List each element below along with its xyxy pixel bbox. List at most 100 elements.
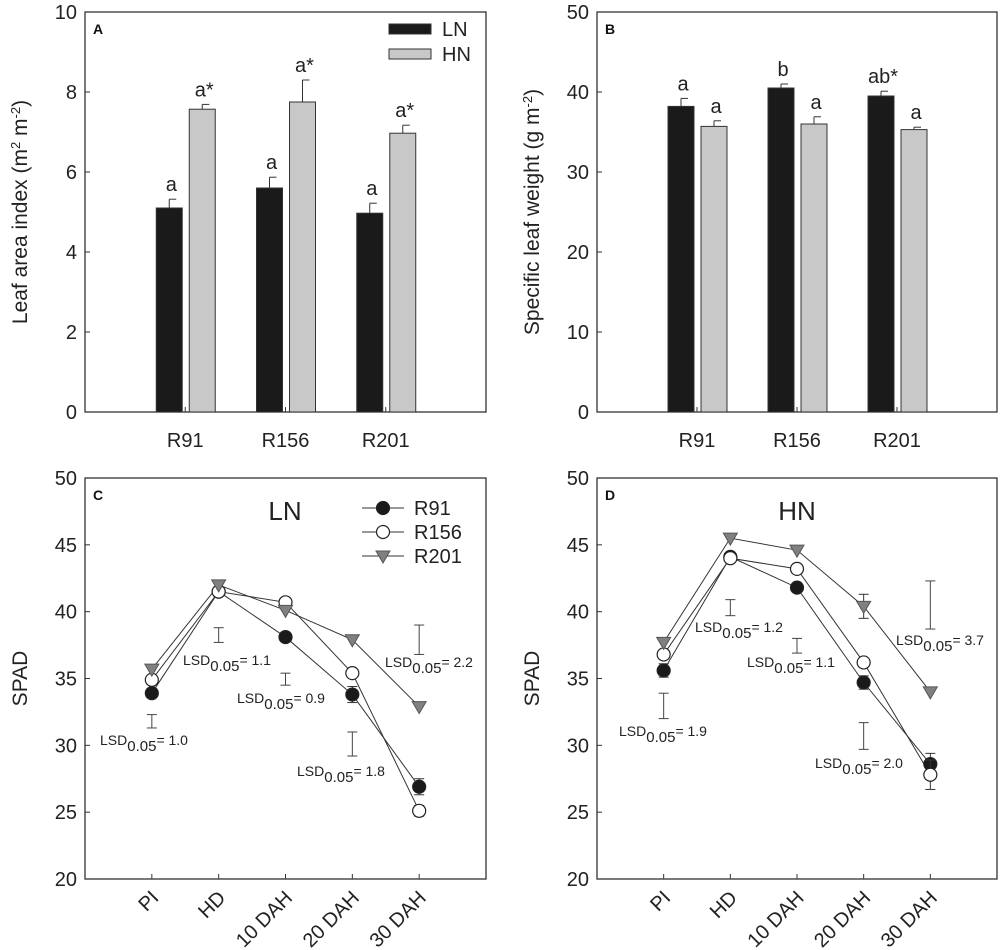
y-tick-label: 8 xyxy=(66,82,77,104)
plot-frame xyxy=(596,11,998,413)
y-tick-label: 30 xyxy=(55,735,77,757)
lsd-prefix: LSD xyxy=(619,723,646,739)
y-tick-label: 30 xyxy=(567,735,589,757)
legend-swatch-HN xyxy=(388,48,432,60)
data-point-R91 xyxy=(144,686,159,701)
lsd-label: LSD0.05= 1.2 xyxy=(695,619,783,642)
x-tick-label: 10 DAH xyxy=(743,887,808,950)
bar-LN-R156 xyxy=(256,187,283,413)
y-axis-title-superscript: -2 xyxy=(8,107,23,119)
lsd-label: LSD0.05= 2.2 xyxy=(385,654,473,677)
lsd-value: = 0.9 xyxy=(293,690,325,706)
significance-letter: a xyxy=(710,96,722,118)
y-tick-label: 30 xyxy=(567,162,589,184)
plot-frame xyxy=(596,477,998,880)
significance-letter: a xyxy=(266,152,278,174)
significance-letter: a xyxy=(910,102,922,124)
legend-label: LN xyxy=(442,19,468,41)
y-tick-label: 2 xyxy=(66,322,77,344)
y-tick-label: 40 xyxy=(55,602,77,624)
lsd-subscript: 0.05 xyxy=(774,660,803,677)
data-point-R156 xyxy=(412,803,427,818)
bar-HN-R91 xyxy=(700,125,728,413)
lsd-subscript: 0.05 xyxy=(210,658,239,675)
panel-label: D xyxy=(605,487,615,503)
series-line-R91 xyxy=(151,590,420,788)
lsd-value: = 1.0 xyxy=(156,732,188,748)
x-tick-label: R91 xyxy=(167,430,204,452)
x-tick-label: R156 xyxy=(262,430,310,452)
lsd-label: LSD0.05= 1.1 xyxy=(747,654,835,677)
lsd-value: = 1.2 xyxy=(751,619,783,635)
y-axis-title-superscript: 2 xyxy=(8,142,23,149)
data-point-R201 xyxy=(855,600,872,615)
x-tick-label: R201 xyxy=(873,430,921,452)
panel-title: HN xyxy=(778,496,816,526)
lsd-value: = 2.2 xyxy=(441,654,473,670)
lsd-subscript: 0.05 xyxy=(722,625,751,642)
lsd-prefix: LSD xyxy=(896,632,923,648)
lsd-prefix: LSD xyxy=(297,763,324,779)
lsd-value: = 1.9 xyxy=(675,723,707,739)
panel-title: LN xyxy=(268,496,301,526)
lsd-prefix: LSD xyxy=(100,732,127,748)
y-tick-label: 4 xyxy=(66,242,77,264)
bar-LN-R91 xyxy=(667,105,695,413)
legend-swatch-LN xyxy=(388,23,432,35)
bar-HN-R156 xyxy=(800,123,828,413)
significance-letter: a xyxy=(166,174,178,196)
lsd-label: LSD0.05= 0.9 xyxy=(237,690,325,713)
significance-letter: ab* xyxy=(868,66,898,88)
data-point-R201 xyxy=(411,701,428,715)
x-tick-label: R201 xyxy=(362,430,410,452)
lsd-prefix: LSD xyxy=(385,654,412,670)
panel-label: A xyxy=(93,21,103,37)
legend-label: R91 xyxy=(414,498,451,520)
legend-marker-R91 xyxy=(375,500,391,516)
bar-HN-R201 xyxy=(900,129,928,413)
panel-label: C xyxy=(93,487,103,503)
lsd-value: = 3.7 xyxy=(952,632,984,648)
legend-label: R156 xyxy=(414,522,462,544)
data-point-R201 xyxy=(722,532,739,547)
x-tick-label: 20 DAH xyxy=(810,887,875,950)
lsd-subscript: 0.05 xyxy=(127,738,156,755)
lsd-prefix: LSD xyxy=(695,619,722,635)
x-tick-label: 30 DAH xyxy=(366,887,431,950)
y-tick-label: 0 xyxy=(578,402,589,424)
bar-HN-R201 xyxy=(389,132,417,413)
significance-letter: a* xyxy=(395,100,414,122)
legend-label: HN xyxy=(442,44,471,66)
data-point-R156 xyxy=(723,551,738,566)
lsd-label: LSD0.05= 1.9 xyxy=(619,723,707,746)
bar-LN-R201 xyxy=(867,95,895,413)
y-tick-label: 45 xyxy=(55,535,77,557)
data-point-R201 xyxy=(655,636,672,651)
lsd-label: LSD0.05= 2.0 xyxy=(815,755,903,778)
data-point-R201 xyxy=(344,634,361,648)
lsd-label: LSD0.05= 1.8 xyxy=(297,763,385,786)
data-point-R91 xyxy=(656,663,671,678)
panel-B: 0 10 20 30 40 50 B Specific leaf weight (g m-2)… xyxy=(520,2,998,452)
y-tick-label: 20 xyxy=(567,242,589,264)
y-tick-label: 35 xyxy=(55,669,77,691)
y-tick-label: 35 xyxy=(567,669,589,691)
y-axis-title-part: Leaf area index (m xyxy=(9,149,32,324)
y-tick-label: 20 xyxy=(55,869,77,891)
y-tick-label: 25 xyxy=(567,802,589,824)
data-point-R156 xyxy=(856,655,871,670)
data-point-R156 xyxy=(345,666,360,681)
y-axis-title: SPAD xyxy=(521,651,544,707)
x-tick-label: 20 DAH xyxy=(299,887,364,950)
y-tick-label: 25 xyxy=(55,802,77,824)
y-tick-label: 50 xyxy=(567,2,589,24)
y-tick-label: 10 xyxy=(55,2,77,24)
panel-label: B xyxy=(605,21,615,37)
significance-letter: a xyxy=(810,92,822,114)
y-tick-label: 40 xyxy=(567,82,589,104)
y-tick-label: 50 xyxy=(55,468,77,490)
data-point-R201 xyxy=(143,663,160,678)
lsd-subscript: 0.05 xyxy=(264,696,293,713)
data-point-R156 xyxy=(923,767,938,782)
